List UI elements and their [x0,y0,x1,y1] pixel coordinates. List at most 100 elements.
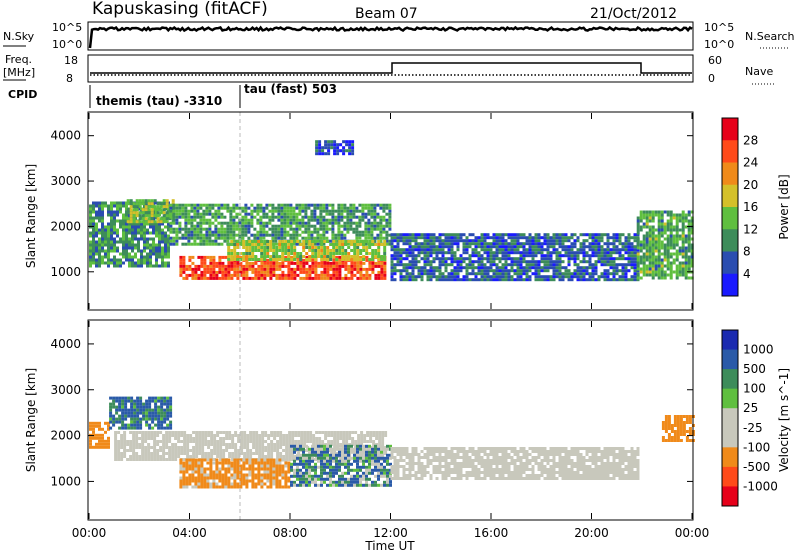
radar-cell [309,440,313,443]
radar-cell [388,206,392,210]
radar-cell [212,470,216,474]
radar-cell [154,405,158,409]
radar-cell [182,485,186,489]
radar-cell [380,267,384,271]
radar-cell [492,236,496,240]
radar-cell [260,458,264,462]
radar-cell [198,443,202,446]
radar-cell [272,267,276,271]
radar-cell [137,240,140,244]
radar-cell [101,255,104,259]
radar-cell [678,273,682,277]
radar-cell [160,414,164,418]
radar-cell [242,243,246,246]
radar-cell [194,476,198,480]
radar-cell [256,221,260,225]
radar-cell [133,423,137,427]
radar-cell [242,482,246,486]
radar-cell [338,255,342,259]
radar-cell [107,243,110,247]
radar-cell [319,218,323,222]
radar-cell [465,266,469,270]
radar-cell [240,452,244,455]
radar-cell [609,236,613,240]
radar-cell [193,218,197,222]
radar-cell [327,434,331,437]
radar-cell [269,255,273,258]
radar-cell [104,228,107,232]
radar-cell [185,458,189,462]
radar-cell [165,214,169,218]
radar-cell [275,267,279,271]
radar-cell [546,275,550,279]
radar-cell [112,402,116,406]
radar-cell [351,146,355,150]
radar-cell [462,251,466,255]
radar-cell [263,470,267,474]
radar-cell [181,236,185,240]
radar-cell [432,239,436,243]
radar-cell [317,276,321,280]
radar-cell [365,270,369,274]
radar-cell [624,239,628,243]
radar-cell [242,461,246,465]
radar-cell [456,245,460,249]
radar-cell [555,242,559,246]
radar-cell [113,225,116,229]
radar-cell [159,440,163,443]
radar-cell [393,272,397,276]
radar-cell [116,219,119,223]
radar-cell [381,434,385,437]
radar-cell [175,233,179,237]
radar-cell [356,249,360,252]
radar-cell [405,263,409,267]
radar-cell [101,249,104,253]
radar-cell [254,482,258,486]
radar-cell [411,275,415,279]
radar-cell [663,249,667,253]
radar-cell [373,215,377,219]
radar-cell [283,218,287,222]
radar-cell [624,236,628,240]
radar-cell [345,437,349,440]
radar-cell [179,258,183,262]
radar-cell [639,240,643,244]
radar-cell [567,269,571,273]
radar-cell [251,258,255,261]
radar-cell [498,272,502,276]
nsky-tick-low: 10^0 [52,38,82,51]
radar-cell [95,240,98,244]
radar-cell [251,276,255,280]
radar-cell [456,236,460,240]
radar-cell [208,206,212,210]
radar-cell [208,227,212,231]
radar-cell [453,233,457,237]
radar-cell [224,479,228,483]
radar-cell [471,272,475,276]
radar-cell [211,230,215,234]
radar-cell [229,218,233,222]
colorbar-tick-label: 20 [743,178,758,192]
radar-cell [204,437,208,440]
radar-cell [444,257,448,261]
radar-cell [328,203,332,207]
radar-cell [188,267,192,271]
radar-cell [326,249,330,252]
radar-cell [265,215,269,219]
radar-cell [516,245,520,249]
radar-cell [408,260,412,264]
radar-cell [98,258,101,262]
radar-cell [136,423,140,427]
radar-cell [396,269,400,273]
radar-cell [225,431,229,434]
radar-cell [588,254,592,258]
radar-cell [311,243,315,246]
radar-cell [223,239,227,243]
radar-cell [347,240,351,243]
radar-cell [444,263,448,267]
radar-cell [132,443,136,446]
radar-cell [489,275,493,279]
radar-cell [582,269,586,273]
radar-cell [146,243,149,247]
radar-cell [158,240,161,244]
